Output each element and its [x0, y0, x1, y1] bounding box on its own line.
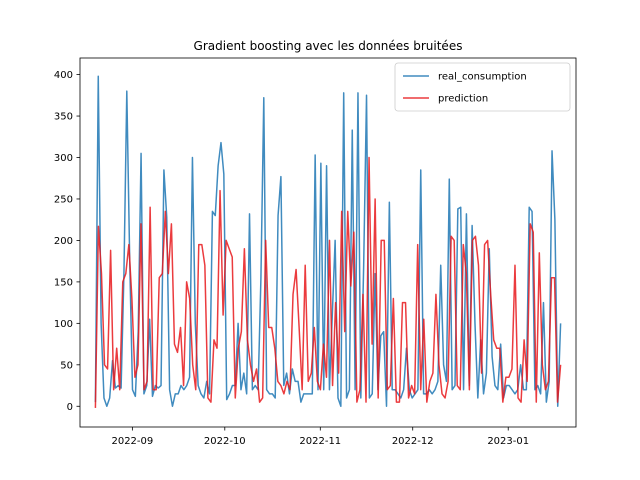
legend-label-real-consumption: real_consumption	[438, 72, 527, 83]
series-line-prediction	[94, 156, 562, 408]
y-axis: 0 50 100 150 200 250 300 350 400	[54, 70, 80, 413]
y-tick-label: 250	[54, 194, 73, 205]
plot-area	[79, 57, 577, 428]
y-tick-label: 350	[54, 112, 73, 123]
legend-box	[394, 62, 571, 112]
x-axis: 2022-09 2022-10 2022-11 2022-12 2023-01	[111, 427, 529, 447]
y-tick-label: 300	[54, 153, 73, 164]
x-tick-label: 2023-01	[487, 436, 529, 447]
legend: real_consumption prediction	[394, 62, 571, 112]
y-tick-label: 200	[54, 236, 73, 247]
axes-frame	[79, 57, 577, 428]
y-tick-label: 100	[54, 319, 73, 330]
x-tick-label: 2022-11	[299, 436, 341, 447]
x-tick-label: 2022-10	[204, 436, 246, 447]
x-tick-label: 2022-12	[392, 436, 434, 447]
chart-title: Gradient boosting avec les données bruit…	[194, 39, 463, 53]
y-tick-label: 50	[60, 360, 73, 371]
y-tick-label: 400	[54, 70, 73, 81]
x-tick-label: 2022-09	[111, 436, 153, 447]
y-tick-label: 150	[54, 277, 73, 288]
y-tick-label: 0	[67, 402, 73, 413]
legend-label-prediction: prediction	[438, 94, 488, 105]
